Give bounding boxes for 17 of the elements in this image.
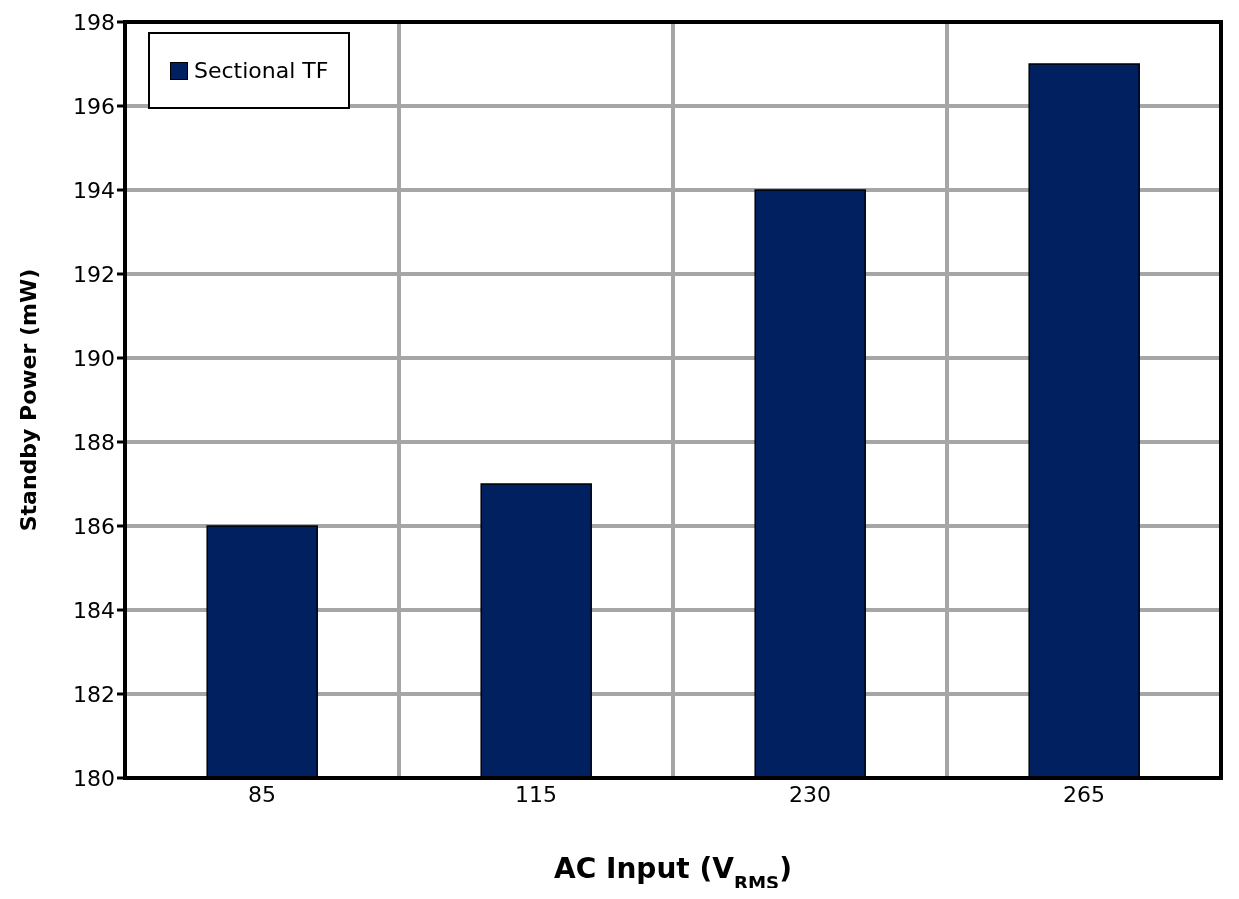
y-tick-label: 184 <box>73 597 115 623</box>
y-tick-label: 180 <box>73 765 115 791</box>
y-tick-label: 192 <box>73 261 115 287</box>
y-axis-title: Standby Power (mW) <box>16 268 41 532</box>
y-tick-label: 196 <box>73 93 115 119</box>
legend-label: Sectional TF <box>194 58 329 83</box>
y-tick-label: 188 <box>73 429 115 455</box>
x-tick-label: 265 <box>1063 781 1105 807</box>
x-axis-title: AC Input (V$_{RMS}$) <box>554 852 792 893</box>
y-tick-label: 194 <box>73 177 115 203</box>
x-tick-label: 230 <box>789 781 831 807</box>
y-tick-label: 186 <box>73 513 115 539</box>
y-tick-label: 198 <box>73 9 115 35</box>
x-tick-label: 85 <box>248 781 276 807</box>
x-tick-label: 115 <box>515 781 557 807</box>
y-tick-label: 190 <box>73 345 115 371</box>
y-tick-label: 182 <box>73 681 115 707</box>
